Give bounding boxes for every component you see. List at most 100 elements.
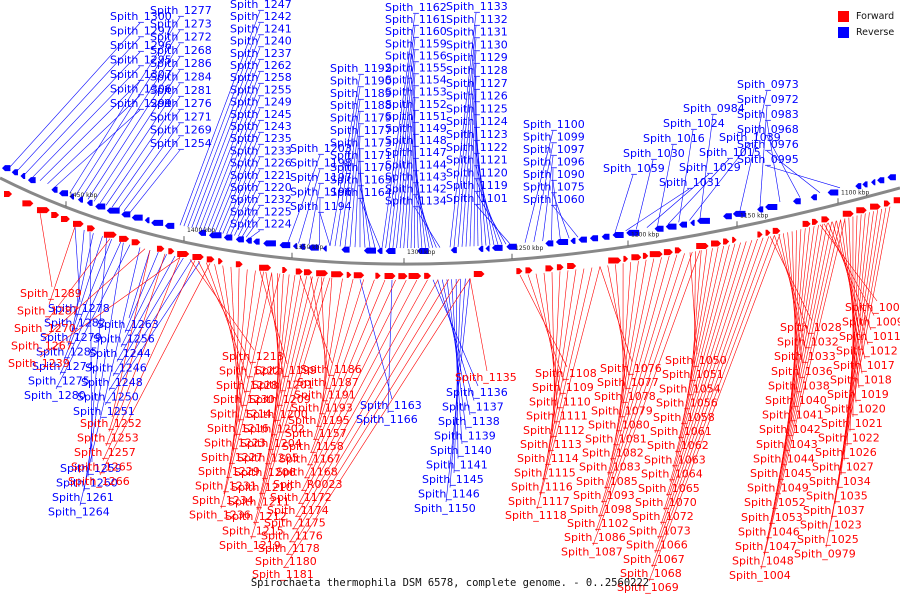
reverse-connector xyxy=(453,278,462,474)
forward-connector xyxy=(536,266,601,510)
reverse-connector xyxy=(392,50,416,249)
reverse-gene-label: Spith_1190 xyxy=(330,74,392,87)
forward-gene-label: Spith_1115 xyxy=(514,466,576,479)
forward-gene-label: Spith_1117 xyxy=(508,495,570,508)
reverse-gene-label: Spith_1159 xyxy=(385,37,447,50)
reverse-connector xyxy=(120,254,167,348)
reverse-gene-label: Spith_1300 xyxy=(110,10,172,23)
reverse-connector xyxy=(339,99,361,247)
reverse-connector xyxy=(461,51,477,247)
reverse-gene-label: Spith_1242 xyxy=(230,10,292,23)
reverse-connector xyxy=(445,278,471,503)
reverse-gene-label: Spith_1173 xyxy=(330,136,392,149)
forward-gene-label: Spith_1215 xyxy=(222,525,284,538)
reverse-connector xyxy=(83,242,124,492)
forward-gene-label: Spith_1072 xyxy=(632,510,694,523)
reverse-connector xyxy=(475,204,511,245)
forward-gene xyxy=(842,210,854,217)
forward-gene xyxy=(375,272,381,279)
reverse-connector xyxy=(457,38,477,247)
reverse-connector xyxy=(241,206,261,237)
forward-gene-label: Spith_1085 xyxy=(576,475,638,488)
forward-connector xyxy=(598,253,685,518)
reverse-gene-label: Spith_1126 xyxy=(446,90,508,103)
reverse-connector xyxy=(414,195,437,248)
reverse-gene-label: Spith_1249 xyxy=(230,96,292,109)
reverse-gene xyxy=(506,243,517,250)
forward-connector xyxy=(663,240,753,511)
reverse-gene xyxy=(121,211,131,218)
reverse-gene-label: Spith_1124 xyxy=(446,115,508,128)
forward-connector xyxy=(539,267,593,495)
reverse-gene-label: Spith_1139 xyxy=(434,430,496,443)
reverse-connector xyxy=(226,157,261,235)
tick-label: 1150 kbp xyxy=(740,212,768,219)
reverse-gene-label: Spith_1122 xyxy=(446,141,508,154)
forward-gene-label: Spith_1079 xyxy=(591,404,653,417)
forward-gene-label: Spith_1227 xyxy=(201,451,263,464)
reverse-connector xyxy=(449,12,477,248)
forward-gene-label: Spith_1068 xyxy=(620,567,682,580)
reverse-connector xyxy=(542,155,554,242)
forward-connector xyxy=(654,236,770,553)
forward-connector xyxy=(256,276,319,511)
reverse-gene-label: Spith_1286 xyxy=(150,57,212,70)
reverse-gene-label: Spith_1128 xyxy=(446,64,508,77)
legend: Forward Reverse xyxy=(838,8,894,40)
reverse-connector xyxy=(667,158,730,225)
forward-connector xyxy=(108,253,166,432)
forward-gene xyxy=(516,268,523,275)
forward-connector xyxy=(48,226,76,305)
reverse-connector xyxy=(475,166,499,245)
reverse-connector xyxy=(551,168,554,241)
reverse-gene-label: Spith_1152 xyxy=(385,98,447,111)
reverse-gene-label: Spith_1235 xyxy=(230,132,292,145)
forward-gene-label: Spith_1064 xyxy=(641,468,703,481)
forward-gene xyxy=(757,231,763,238)
forward-gene-label: Spith_1082 xyxy=(582,447,644,460)
reverse-connector xyxy=(179,10,261,226)
reverse-gene-label: Spith_1296 xyxy=(110,39,172,52)
reverse-gene xyxy=(11,169,18,176)
forward-gene xyxy=(36,207,50,214)
forward-connector xyxy=(226,271,264,480)
forward-connector xyxy=(299,275,333,364)
forward-gene-label: Spith_1266 xyxy=(68,475,130,488)
forward-gene-label: Spith_1186 xyxy=(300,363,362,376)
forward-gene-label: Spith_1042 xyxy=(759,423,821,436)
reverse-gene-label: Spith_1192 xyxy=(330,62,392,75)
reverse-connector xyxy=(105,96,181,206)
forward-connector xyxy=(105,257,181,447)
forward-gene-label: Spith_1234 xyxy=(192,494,254,507)
bottom-connector-lines xyxy=(39,206,891,582)
reverse-connector xyxy=(399,74,416,249)
forward-connector xyxy=(223,272,273,495)
forward-gene-label: Spith_1253 xyxy=(77,432,139,445)
reverse-connector xyxy=(414,207,441,248)
forward-connector xyxy=(189,259,255,351)
forward-gene-label: Spith_1213 xyxy=(222,350,284,363)
forward-gene xyxy=(696,243,709,250)
reverse-gene-label: Spith_1150 xyxy=(414,502,476,515)
forward-gene-label: Spith_1114 xyxy=(517,452,579,465)
reverse-connector xyxy=(381,13,416,248)
forward-gene-label: Spith_1135 xyxy=(455,371,517,384)
reverse-connector xyxy=(385,26,416,248)
reverse-connector xyxy=(766,135,801,198)
reverse-connector xyxy=(214,120,261,233)
forward-gene-label: Spith_1032 xyxy=(777,336,839,349)
reverse-gene-label: Spith_1162 xyxy=(385,1,447,14)
forward-connector xyxy=(542,268,585,481)
reverse-gene xyxy=(377,247,383,254)
reverse-gene-label: Spith_0968 xyxy=(737,123,799,136)
forward-connector xyxy=(307,279,386,466)
reverse-connector xyxy=(475,179,503,245)
reverse-gene-label: Spith_1260 xyxy=(56,477,118,490)
reverse-connector xyxy=(47,95,141,185)
reverse-gene xyxy=(877,177,885,184)
forward-connector xyxy=(548,270,569,453)
reverse-gene-label: Spith_1241 xyxy=(230,22,292,35)
reverse-gene-label: Spith_1151 xyxy=(385,110,447,123)
forward-connector xyxy=(772,222,828,511)
